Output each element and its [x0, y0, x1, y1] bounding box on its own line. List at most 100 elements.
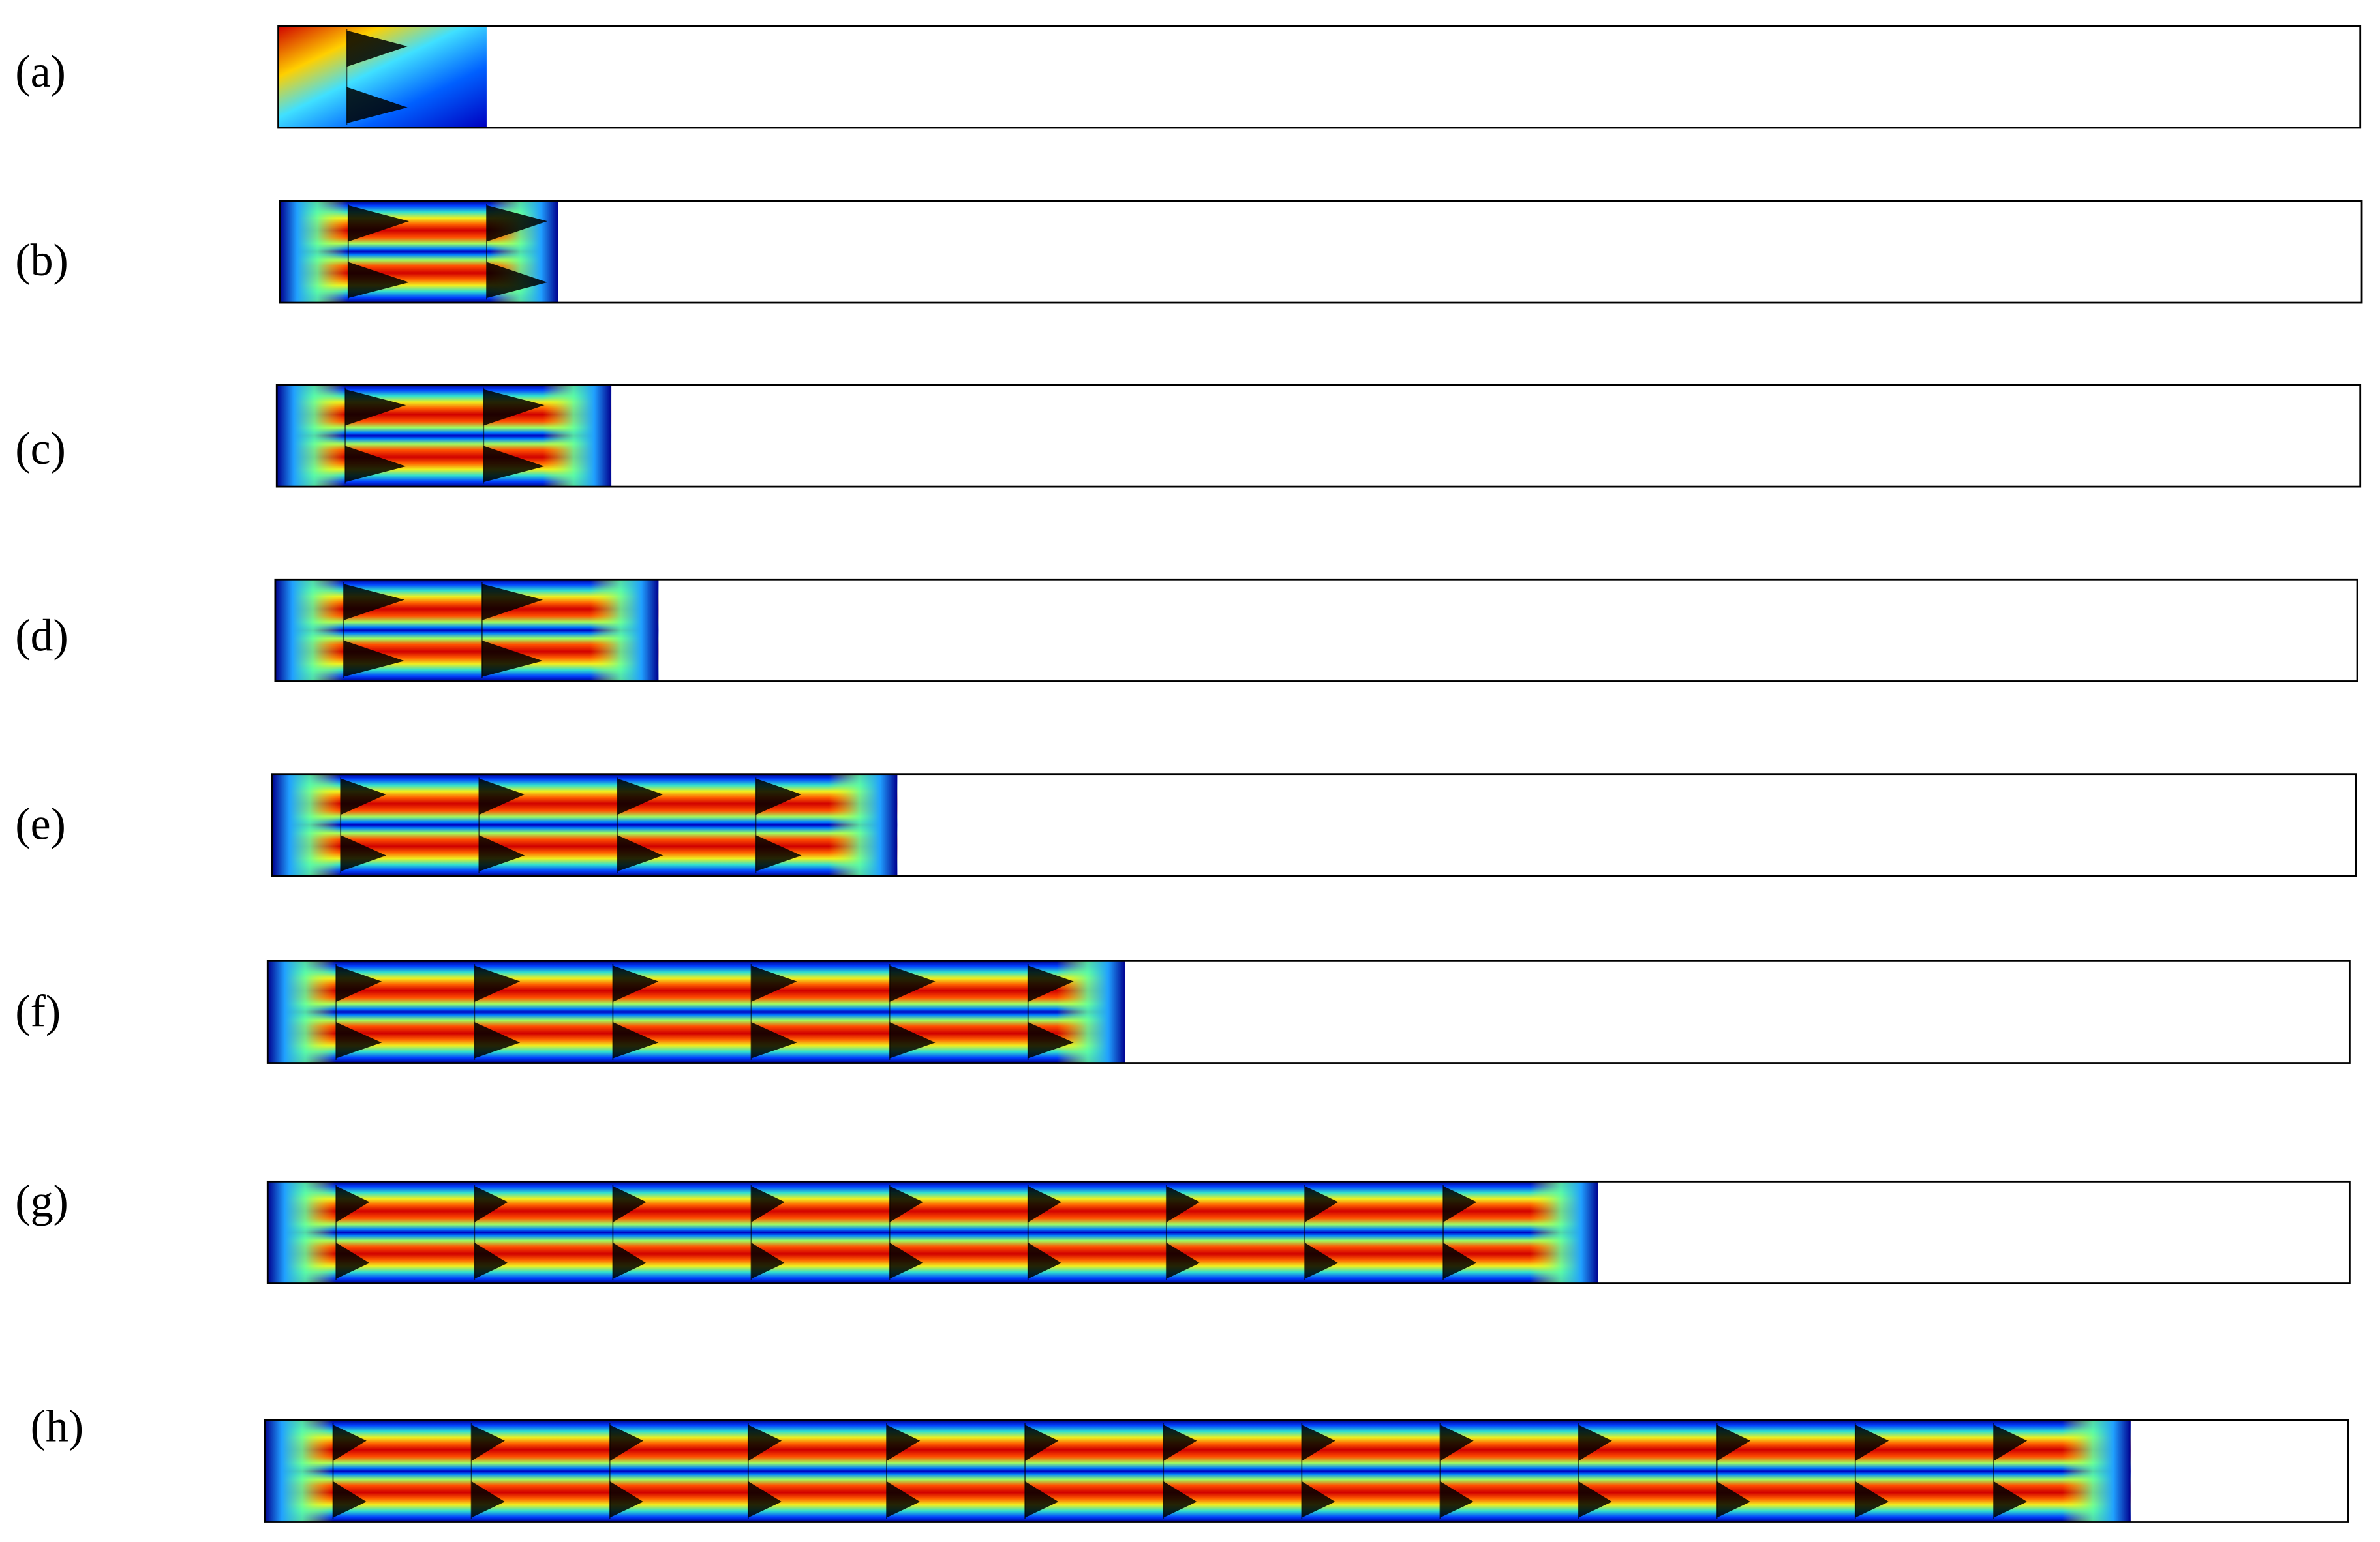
panel-label: (b) [15, 235, 69, 286]
velocity-profile [748, 1481, 782, 1518]
velocity-profile [343, 584, 405, 620]
velocity-profile [1304, 1186, 1339, 1222]
flow-field [264, 1420, 2131, 1522]
flow-end [277, 384, 346, 487]
velocity-profile [751, 1243, 785, 1279]
flow-end [272, 774, 341, 876]
velocity-profile [345, 389, 406, 426]
velocity-profile [613, 1186, 647, 1222]
velocity-profile [1028, 1022, 1074, 1059]
flow-end [1057, 961, 1125, 1063]
panel: (c) [15, 384, 2362, 488]
panel-label: (a) [15, 47, 66, 97]
velocity-profile [336, 1186, 370, 1222]
domain-outline [275, 384, 2362, 488]
velocity-profile [609, 1481, 644, 1518]
velocity-profile [483, 389, 545, 426]
domain-outline [274, 578, 2358, 682]
flow-end [590, 579, 659, 682]
panel-label: (d) [15, 611, 69, 661]
flow-field [267, 961, 1125, 1063]
velocity-profile [486, 205, 548, 242]
velocity-profile [341, 835, 387, 871]
velocity-profile [1302, 1425, 1335, 1461]
velocity-profile [474, 1022, 521, 1059]
flow-end [264, 1420, 333, 1522]
panel-label: (e) [15, 800, 66, 850]
velocity-profile [1028, 1243, 1062, 1279]
panel: (e) [15, 773, 2357, 877]
velocity-profile [479, 835, 525, 871]
velocity-profile [1443, 1243, 1477, 1279]
velocity-profile [1025, 1481, 1059, 1518]
flow-end [829, 774, 898, 876]
velocity-profile [481, 641, 543, 677]
panel: (d) [15, 578, 2358, 682]
flow-end [267, 1181, 337, 1284]
flow-end [1529, 1181, 1598, 1284]
velocity-profile [346, 30, 408, 67]
flow-end [275, 579, 344, 682]
velocity-profile [1163, 1425, 1197, 1461]
velocity-profile [333, 1481, 367, 1518]
velocity-profile [609, 1425, 644, 1461]
velocity-profile [1440, 1481, 1474, 1518]
panel: (a) [15, 25, 2362, 129]
velocity-profile [889, 1243, 923, 1279]
flow-end [267, 961, 337, 1063]
velocity-profile [1440, 1425, 1474, 1461]
domain-outline [266, 1180, 2351, 1284]
velocity-profile [751, 965, 797, 1002]
velocity-profile [471, 1481, 505, 1518]
velocity-profile [1028, 965, 1074, 1002]
velocity-profile [483, 446, 545, 483]
velocity-profile [1028, 1186, 1062, 1222]
panel-label: (g) [15, 1177, 69, 1227]
velocity-profile [336, 1022, 382, 1059]
velocity-profile [751, 1186, 785, 1222]
velocity-profile [1025, 1425, 1059, 1461]
velocity-profile [1302, 1481, 1335, 1518]
domain-outline [266, 960, 2351, 1064]
velocity-profile [348, 205, 410, 242]
velocity-profile [348, 262, 410, 299]
velocity-profile [1716, 1425, 1750, 1461]
domain-outline [271, 773, 2357, 877]
panel: (b) [15, 200, 2363, 304]
velocity-profile [1855, 1481, 1889, 1518]
velocity-profile [613, 1022, 659, 1059]
velocity-profile [1578, 1481, 1612, 1518]
velocity-profile [343, 641, 405, 677]
velocity-profile [1304, 1243, 1339, 1279]
velocity-profile [333, 1425, 367, 1461]
velocity-profile [1578, 1425, 1612, 1461]
velocity-profile [1855, 1425, 1889, 1461]
domain-outline [279, 200, 2363, 304]
panel: (g) [15, 1177, 2351, 1284]
velocity-profile [613, 965, 659, 1002]
panel-label: (c) [15, 424, 66, 474]
flow-end [2062, 1420, 2131, 1522]
velocity-profile [474, 965, 521, 1002]
panel-label: (h) [31, 1402, 84, 1452]
flow-end [543, 384, 612, 487]
velocity-profile [1443, 1186, 1477, 1222]
velocity-profile [1163, 1481, 1197, 1518]
velocity-profile [617, 778, 664, 815]
panel: (f) [15, 960, 2351, 1064]
velocity-profile [486, 262, 548, 299]
velocity-profile [1166, 1243, 1200, 1279]
velocity-profile [755, 778, 802, 815]
velocity-profile [617, 835, 664, 871]
velocity-profile [479, 778, 525, 815]
velocity-profile [346, 87, 408, 123]
velocity-profile [886, 1425, 921, 1461]
velocity-profile [481, 584, 543, 620]
domain-outline [277, 25, 2362, 129]
velocity-profile [613, 1243, 647, 1279]
flow-field [267, 1181, 1598, 1284]
velocity-profile [474, 1186, 508, 1222]
panel: (h) [31, 1402, 2349, 1523]
velocity-profile [336, 965, 382, 1002]
